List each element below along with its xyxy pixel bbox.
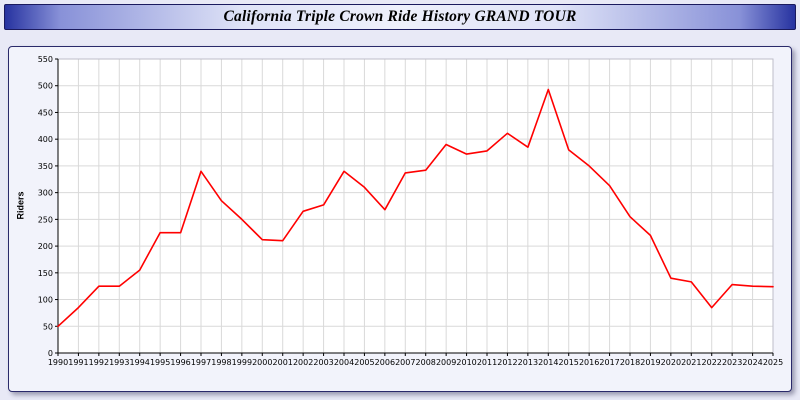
x-tick-label: 2020: [661, 358, 681, 367]
y-tick-label: 100: [38, 296, 53, 305]
y-tick-label: 150: [38, 269, 53, 278]
y-tick-label: 250: [38, 215, 53, 224]
x-tick-label: 1994: [130, 358, 150, 367]
y-tick-label: 400: [38, 135, 53, 144]
x-tick-label: 2023: [722, 358, 742, 367]
y-tick-label: 200: [38, 242, 53, 251]
x-tick-label: 2019: [640, 358, 660, 367]
x-tick-label: 2022: [702, 358, 722, 367]
x-tick-label: 1995: [150, 358, 170, 367]
x-tick-label: 1999: [232, 358, 252, 367]
x-tick-label: 2017: [599, 358, 619, 367]
x-tick-label: 1993: [109, 358, 129, 367]
x-tick-label: 2000: [252, 358, 272, 367]
x-tick-label: 2003: [313, 358, 333, 367]
x-tick-label: 2013: [518, 358, 538, 367]
x-tick-label: 1998: [211, 358, 231, 367]
x-tick-label: 2009: [436, 358, 456, 367]
x-tick-label: 2012: [497, 358, 517, 367]
y-tick-label: 500: [38, 82, 53, 91]
x-tick-label: 2008: [416, 358, 436, 367]
title-bar: California Triple Crown Ride History GRA…: [4, 4, 796, 30]
x-tick-label: 1997: [191, 358, 211, 367]
x-tick-label: 2001: [273, 358, 293, 367]
x-tick-label: 2002: [293, 358, 313, 367]
x-tick-label: 2016: [579, 358, 599, 367]
y-tick-label: 450: [38, 108, 53, 117]
x-tick-label: 2011: [477, 358, 497, 367]
x-tick-label: 2010: [456, 358, 476, 367]
y-tick-label: 50: [43, 322, 53, 331]
x-tick-label: 2007: [395, 358, 415, 367]
x-tick-label: 2004: [334, 358, 354, 367]
x-tick-label: 2025: [763, 358, 783, 367]
y-tick-label: 300: [38, 189, 53, 198]
chart-panel: Riders 0 50 100 150 200 250 300 350 400 450 500 550…: [8, 46, 792, 392]
y-tick-label: 350: [38, 162, 53, 171]
x-tick-label: 1990: [48, 358, 68, 367]
chart-title: California Triple Crown Ride History GRA…: [223, 8, 577, 25]
x-tick-label: 2021: [681, 358, 701, 367]
riders-series-line: [57, 88, 774, 328]
x-tick-label: 1992: [89, 358, 109, 367]
x-tick-label: 1996: [170, 358, 190, 367]
y-axis-title: Riders: [15, 191, 26, 220]
x-tick-label: 2005: [354, 358, 374, 367]
y-tick-label: 0: [48, 349, 53, 358]
x-tick-label: 2006: [375, 358, 395, 367]
x-tick-label: 2014: [538, 358, 558, 367]
x-tick-label: 2024: [742, 358, 762, 367]
x-tick-label: 2018: [620, 358, 640, 367]
x-tick-label: 2015: [559, 358, 579, 367]
y-tick-label: 550: [38, 55, 53, 64]
plot-area: [58, 59, 773, 353]
x-tick-label: 1991: [68, 358, 88, 367]
